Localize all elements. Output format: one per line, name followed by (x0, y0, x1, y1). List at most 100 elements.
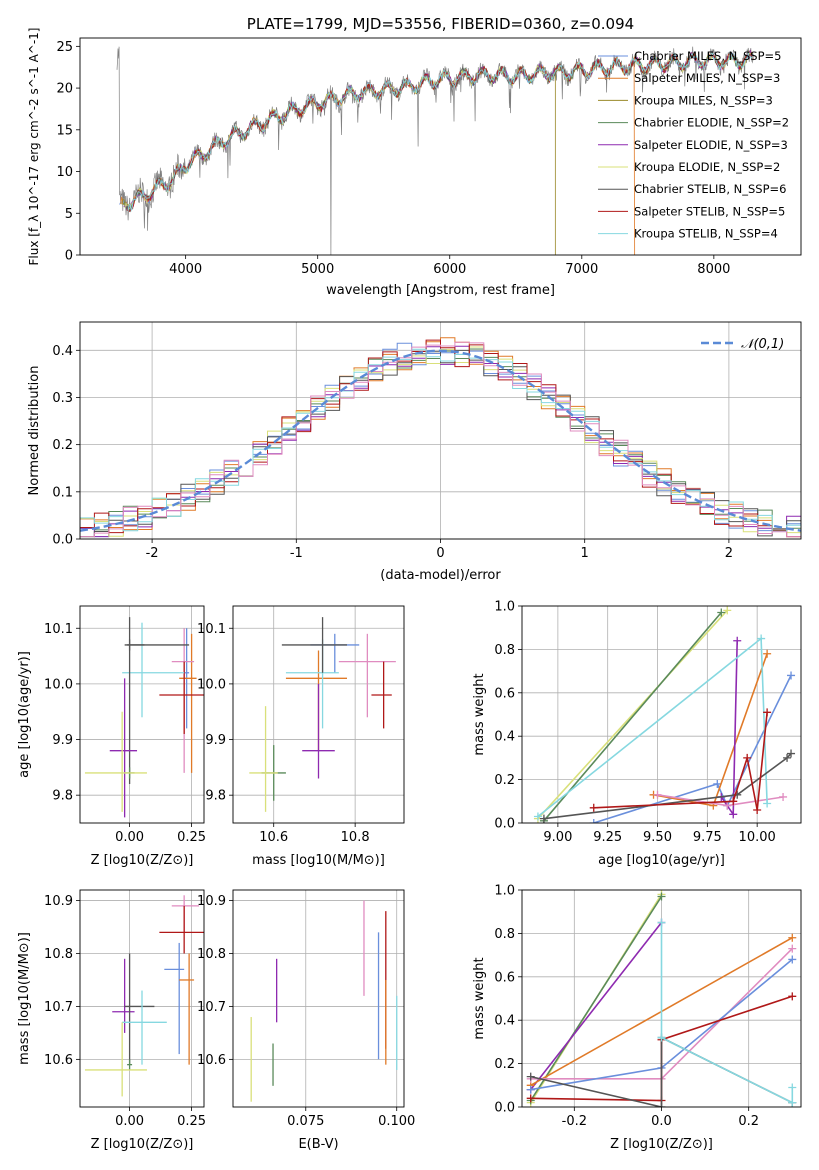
plus-marker (788, 1083, 797, 1092)
plus-marker (526, 1094, 535, 1103)
y-tick-label: 0.0 (52, 533, 73, 548)
y-tick-label: 0.2 (494, 1057, 515, 1072)
x-tick-label: 9.75 (693, 830, 722, 845)
y-tick-label: 0.1 (52, 485, 73, 500)
x-axis-label: Z [log10(Z/Z⊙)] (91, 853, 194, 868)
mass_vs_ebv-frame (232, 889, 405, 1108)
weight-line (530, 896, 663, 1101)
y-tick-label: 10.9 (44, 894, 73, 909)
legend-entry: Salpeter ELODIE, N_SSP=3 (634, 138, 788, 152)
plus-marker (733, 636, 742, 645)
plus-marker (657, 918, 666, 927)
y-tick-label: 20 (56, 82, 73, 97)
mass_vs_Z-points (84, 895, 204, 1097)
x-tick-label: 9.25 (593, 830, 622, 845)
plus-marker (757, 634, 766, 643)
weight_vs_Z-lines (526, 890, 797, 1107)
plus-marker (657, 1033, 666, 1042)
y-tick-label: 10.7 (44, 1000, 73, 1015)
y-tick-label: 1.0 (494, 884, 515, 899)
x-tick-label: 10.00 (739, 830, 776, 845)
plus-marker (779, 792, 788, 801)
x-tick-label: 0.2 (738, 1114, 759, 1129)
weight-line (530, 922, 663, 1091)
data-point (249, 706, 278, 812)
data-point (122, 990, 167, 1065)
data-point (124, 953, 155, 1065)
y-tick-label: 9.8 (205, 789, 226, 804)
y-tick-label: 10.8 (197, 947, 226, 962)
x-tick-label: 6000 (433, 262, 466, 277)
plus-marker (526, 1072, 535, 1081)
weight_vs_age-frame (521, 605, 802, 824)
y-tick-label: 10.0 (197, 677, 226, 692)
y-tick-label: 0.2 (494, 773, 515, 788)
x-tick-label: -2 (146, 546, 159, 561)
x-axis-label: Z [log10(Z/Z⊙)] (610, 1137, 713, 1152)
data-point (281, 617, 347, 673)
y-axis-label: Normed distribution (27, 366, 42, 496)
model-line-kroupa-stelib (127, 51, 754, 212)
mass_vs_ebv-points (250, 900, 398, 1102)
residuals-frame (79, 321, 802, 540)
data-point (371, 661, 392, 729)
plus-marker (788, 1098, 797, 1107)
data-point (109, 678, 138, 818)
plus-marker (763, 799, 772, 808)
y-axis-label: age [log10(age/yr)] (17, 651, 32, 778)
data-point (127, 1059, 133, 1070)
weight-line (537, 636, 768, 818)
plus-marker (788, 992, 797, 1001)
data-point (285, 650, 347, 751)
weight-line (593, 675, 792, 823)
x-tick-label: 1 (581, 546, 589, 561)
y-tick-label: 9.9 (205, 733, 226, 748)
y-tick-label: 0.3 (52, 391, 73, 406)
plus-marker (589, 803, 598, 812)
plus-marker (657, 892, 666, 901)
chart-title: PLATE=1799, MJD=53556, FIBERID=0360, z=0… (247, 15, 634, 33)
x-tick-label: 8000 (697, 262, 730, 277)
x-tick-label: 0.100 (378, 1114, 415, 1129)
plus-marker (526, 1085, 535, 1094)
x-tick-label: 0.25 (177, 830, 206, 845)
legend-entry: Chabrier STELIB, N_SSP=6 (634, 182, 786, 196)
plus-marker (788, 944, 797, 953)
data-point (310, 633, 360, 673)
residual-histograms (80, 337, 801, 538)
plus-marker (743, 753, 752, 762)
weight-line (660, 922, 794, 1104)
legend-entry: Kroupa MILES, N_SSP=3 (634, 93, 773, 107)
plus-marker (783, 753, 792, 762)
y-axis-label: Flux [f_λ 10^-17 erg cm^-2 s^-1 A^-1] (27, 28, 41, 266)
plus-marker (723, 801, 732, 810)
data-point (112, 958, 135, 1033)
weight-line (543, 611, 722, 822)
weight-line (543, 753, 792, 820)
spectrum-lines (116, 46, 754, 255)
y-tick-label: 9.8 (52, 789, 73, 804)
x-tick-label: 0 (436, 546, 444, 561)
plus-marker (533, 812, 542, 821)
age_vs_mass-axes (229, 606, 404, 827)
legend-entry: Chabrier MILES, N_SSP=5 (634, 49, 781, 63)
data-point (179, 953, 195, 1065)
y-tick-label: 25 (56, 40, 73, 55)
weight-line (537, 609, 728, 820)
spectrum-axes (76, 45, 715, 259)
y-tick-label: 10.6 (44, 1053, 73, 1068)
plus-marker (787, 749, 796, 758)
data-point (122, 622, 185, 718)
x-tick-label: 2 (725, 546, 733, 561)
plus-marker (788, 955, 797, 964)
plus-marker (717, 608, 726, 617)
data-point (179, 633, 197, 773)
y-tick-label: 15 (56, 123, 73, 138)
x-axis-label: wavelength [Angstrom, rest frame] (326, 283, 555, 298)
y-tick-label: 10.9 (197, 894, 226, 909)
spectrum-legend: Chabrier MILES, N_SSP=5 Salpeter MILES, N… (598, 49, 789, 241)
plus-marker (729, 810, 738, 819)
x-axis-label: Z [log10(Z/Z⊙)] (91, 1137, 194, 1152)
x-tick-label: 5000 (301, 262, 334, 277)
plus-marker (787, 671, 796, 680)
